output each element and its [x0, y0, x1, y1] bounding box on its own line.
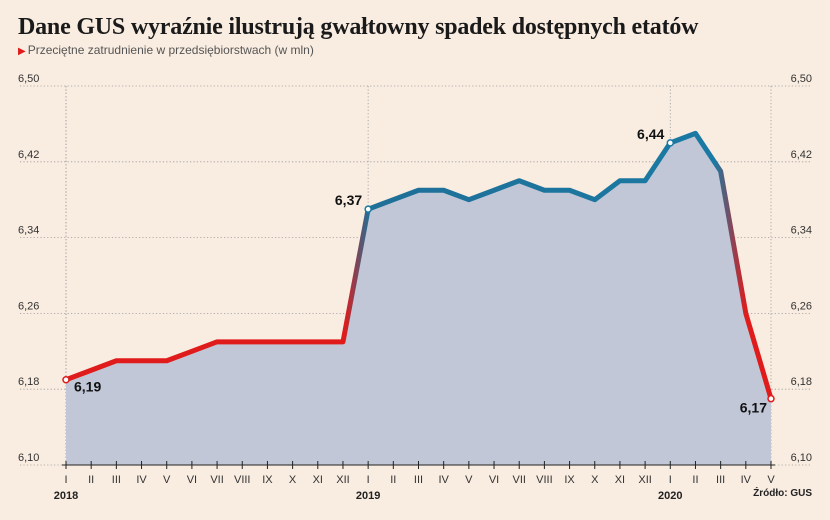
area-fill [66, 133, 771, 465]
x-tick-label: XI [313, 474, 323, 486]
year-label: 2018 [54, 490, 78, 502]
x-tick-label: II [88, 474, 94, 486]
x-tick-label: VIII [234, 474, 251, 486]
source-note: Źródło: GUS [753, 488, 812, 499]
y-tick-label-right: 6,42 [791, 149, 812, 161]
x-tick-label: V [767, 474, 775, 486]
x-tick-label: VII [512, 474, 525, 486]
x-tick-label: VI [489, 474, 499, 486]
x-tick-label: III [112, 474, 121, 486]
annotation-marker [666, 139, 675, 147]
x-tick-label: XII [336, 474, 349, 486]
y-tick-label-left: 6,18 [18, 376, 39, 388]
data-label: 6,17 [740, 400, 767, 416]
x-tick-label: IV [438, 474, 449, 486]
x-tick-label: VIII [536, 474, 553, 486]
chart-subtitle: ▶ Przeciętne zatrudnienie w przedsiębiors… [18, 43, 314, 57]
x-tick-label: IX [262, 474, 273, 486]
axis-layer: 6,10 6,10 6,18 6,18 6,26 6,26 6,34 6,34 6,42 6,42… [18, 73, 812, 502]
x-tick-label: IX [564, 474, 575, 486]
y-tick-label-right: 6,10 [791, 452, 812, 464]
chart-title: Dane GUS wyraźnie ilustrują gwałtowny sp… [18, 14, 699, 40]
x-tick-label: XI [615, 474, 625, 486]
y-tick-label-right: 6,26 [791, 300, 812, 312]
y-tick-label-left: 6,26 [18, 300, 39, 312]
x-tick-label: III [716, 474, 725, 486]
x-tick-label: I [669, 474, 672, 486]
x-tick-label: VII [210, 474, 223, 486]
x-tick-label: V [163, 474, 171, 486]
x-tick-label: III [414, 474, 423, 486]
line-layer [63, 130, 774, 402]
x-tick-label: II [390, 474, 396, 486]
year-label: 2020 [658, 490, 682, 502]
y-tick-label-left: 6,42 [18, 149, 39, 161]
label-layer: 6,19 6,37 6,44 6,17 [62, 126, 775, 416]
x-tick-label: X [591, 474, 599, 486]
series-line [63, 130, 774, 402]
area-layer [66, 133, 771, 465]
annotation-marker [767, 394, 775, 403]
x-tick-label: XII [638, 474, 651, 486]
x-tick-label: X [289, 474, 297, 486]
subtitle-marker-icon: ▶ [18, 46, 26, 57]
x-tick-label: II [692, 474, 698, 486]
y-tick-label-left: 6,34 [18, 225, 39, 237]
subtitle-text: Przeciętne zatrudnienie w przedsiębiorst… [27, 43, 314, 57]
year-label: 2019 [356, 490, 380, 502]
data-label: 6,44 [637, 126, 664, 142]
y-tick-label-left: 6,10 [18, 452, 39, 464]
x-tick-label: I [64, 474, 67, 486]
x-tick-label: IV [741, 474, 752, 486]
x-tick-label: I [367, 474, 370, 486]
y-tick-label-right: 6,34 [791, 225, 812, 237]
x-tick-label: VI [187, 474, 197, 486]
data-label: 6,19 [74, 379, 101, 395]
x-tick-label: V [465, 474, 473, 486]
x-tick-label: IV [136, 474, 147, 486]
y-tick-label-left: 6,50 [18, 73, 39, 85]
annotation-marker [62, 375, 70, 384]
y-tick-label-right: 6,50 [791, 73, 812, 85]
annotation-marker [364, 205, 372, 213]
data-label: 6,37 [335, 192, 362, 208]
y-tick-label-right: 6,18 [791, 376, 812, 388]
